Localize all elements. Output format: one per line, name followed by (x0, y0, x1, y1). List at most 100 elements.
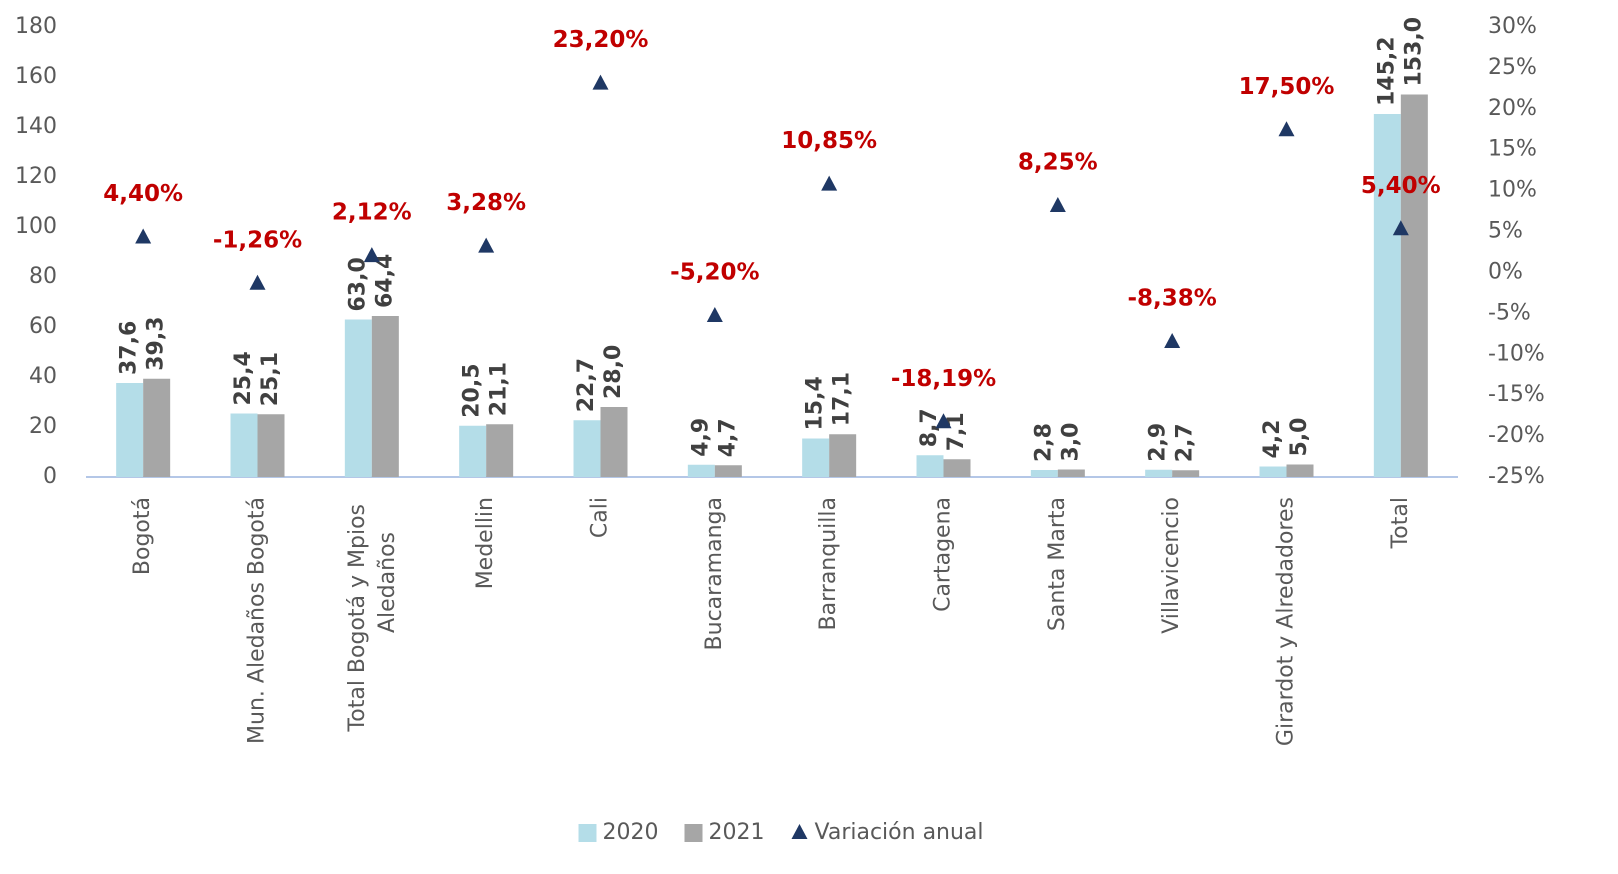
legend-label: Variación anual (815, 820, 984, 845)
y2-tick-label: 20% (1488, 96, 1537, 121)
point-value-label: 3,28% (446, 190, 526, 216)
y-tick-label: 20 (29, 414, 57, 439)
x-tick-label: Total Bogotá y Mpios Aledaños (345, 497, 400, 732)
bar-value-label: 4,7 (715, 418, 740, 457)
triangle-marker (706, 307, 723, 322)
triangle-marker (935, 413, 952, 429)
y2-tick-label: 10% (1488, 178, 1537, 203)
bar (802, 438, 830, 477)
y-tick-label: 160 (15, 64, 57, 89)
triangle-marker (135, 228, 152, 244)
legend-label: 2020 (603, 820, 659, 845)
bar (116, 383, 144, 477)
point-value-label: 17,50% (1239, 74, 1335, 100)
bar-value-label: 2,8 (1031, 423, 1056, 462)
triangle-marker (249, 274, 266, 290)
point-value-label: 23,20% (553, 27, 649, 53)
x-tick-label-line: Total Bogotá y Mpios (345, 497, 370, 732)
bar (1400, 94, 1428, 477)
bar (1057, 469, 1085, 477)
bar-value-label: 4,2 (1260, 420, 1285, 459)
y-tick-label: 180 (15, 14, 57, 39)
y-tick-label: 120 (15, 164, 57, 189)
point-value-label: -8,38% (1127, 286, 1216, 312)
bar (257, 414, 285, 477)
bar (687, 464, 715, 477)
y-tick-label: 0 (43, 464, 57, 489)
x-tick-label: Girardot y Alredadores (1274, 497, 1299, 746)
bar (714, 465, 742, 477)
x-tick-label: Villavicencio (1159, 497, 1184, 634)
y2-tick-label: -25% (1488, 464, 1545, 489)
bar-value-label: 37,6 (117, 321, 142, 375)
x-tick-label: Cali (588, 497, 613, 538)
y2-tick-label: 15% (1488, 137, 1537, 162)
bar-value-label: 17,1 (830, 372, 855, 426)
bar (371, 316, 399, 477)
bar-value-label: 22,7 (574, 358, 599, 412)
y2-tick-label: 0% (1488, 259, 1523, 284)
x-tick-label: Bogotá (130, 497, 155, 575)
legend-swatch (791, 824, 808, 839)
x-tick-label: Bucaramanga (702, 497, 727, 650)
point-value-label: -5,20% (670, 260, 759, 286)
y2-tick-label: -10% (1488, 341, 1545, 366)
legend-label: 2021 (709, 820, 765, 845)
bar-value-label: 2,7 (1173, 423, 1198, 462)
x-tick-label: Mun. Aledaños Bogotá (245, 497, 270, 744)
point-value-label: 2,12% (332, 200, 412, 226)
bar (1259, 466, 1287, 477)
triangle-marker (1164, 333, 1181, 349)
x-tick-label: Medellin (473, 497, 498, 589)
x-tick-label: Cartagena (931, 497, 956, 612)
bar-value-label: 64,4 (372, 254, 397, 308)
bar-value-label: 145,2 (1374, 36, 1399, 106)
bar (1030, 470, 1058, 477)
point-value-label: 10,85% (781, 128, 877, 154)
y-tick-label: 80 (29, 264, 57, 289)
y-tick-label: 100 (15, 214, 57, 239)
point-value-label: -18,19% (891, 366, 996, 392)
bar (1373, 114, 1401, 477)
y2-tick-label: -20% (1488, 423, 1545, 448)
bar-value-label: 25,4 (231, 351, 256, 405)
y-tick-label: 140 (15, 114, 57, 139)
bar-value-label: 5,0 (1287, 418, 1312, 457)
triangle-marker (363, 247, 380, 263)
bar (573, 420, 601, 477)
bar-value-label: 2,9 (1146, 423, 1171, 462)
bar (143, 378, 171, 477)
triangle-marker (592, 74, 609, 90)
bar (943, 459, 971, 477)
bar (459, 425, 487, 477)
y2-tick-label: 5% (1488, 219, 1523, 244)
triangle-marker (478, 237, 495, 253)
bar (1172, 470, 1200, 477)
bar-value-label: 3,0 (1058, 423, 1083, 462)
point-value-label: 5,40% (1361, 173, 1441, 199)
bar-value-label: 15,4 (803, 376, 828, 430)
bar (1145, 469, 1173, 477)
point-value-label: 4,40% (103, 181, 183, 207)
x-tick-label: Total (1388, 497, 1413, 549)
legend-swatch (684, 824, 703, 842)
bar (1286, 464, 1314, 477)
bar-value-label: 21,1 (487, 362, 512, 416)
bar-value-label: 25,1 (258, 352, 283, 406)
bar (916, 455, 944, 477)
legend-swatch (578, 824, 597, 842)
bar-value-label: 20,5 (460, 363, 485, 417)
bar (486, 424, 514, 477)
point-value-label: 8,25% (1018, 149, 1098, 175)
bar-value-label: 153,0 (1401, 17, 1426, 87)
x-tick-label: Barranquilla (816, 497, 841, 630)
bar (344, 319, 372, 477)
bar (829, 434, 857, 477)
y2-tick-label: 25% (1488, 55, 1537, 80)
bar (600, 407, 628, 477)
x-tick-label-line: Aledaños (375, 532, 400, 633)
x-tick-label: Santa Marta (1045, 497, 1070, 631)
y2-tick-label: -5% (1488, 300, 1531, 325)
point-value-label: -1,26% (213, 227, 302, 253)
